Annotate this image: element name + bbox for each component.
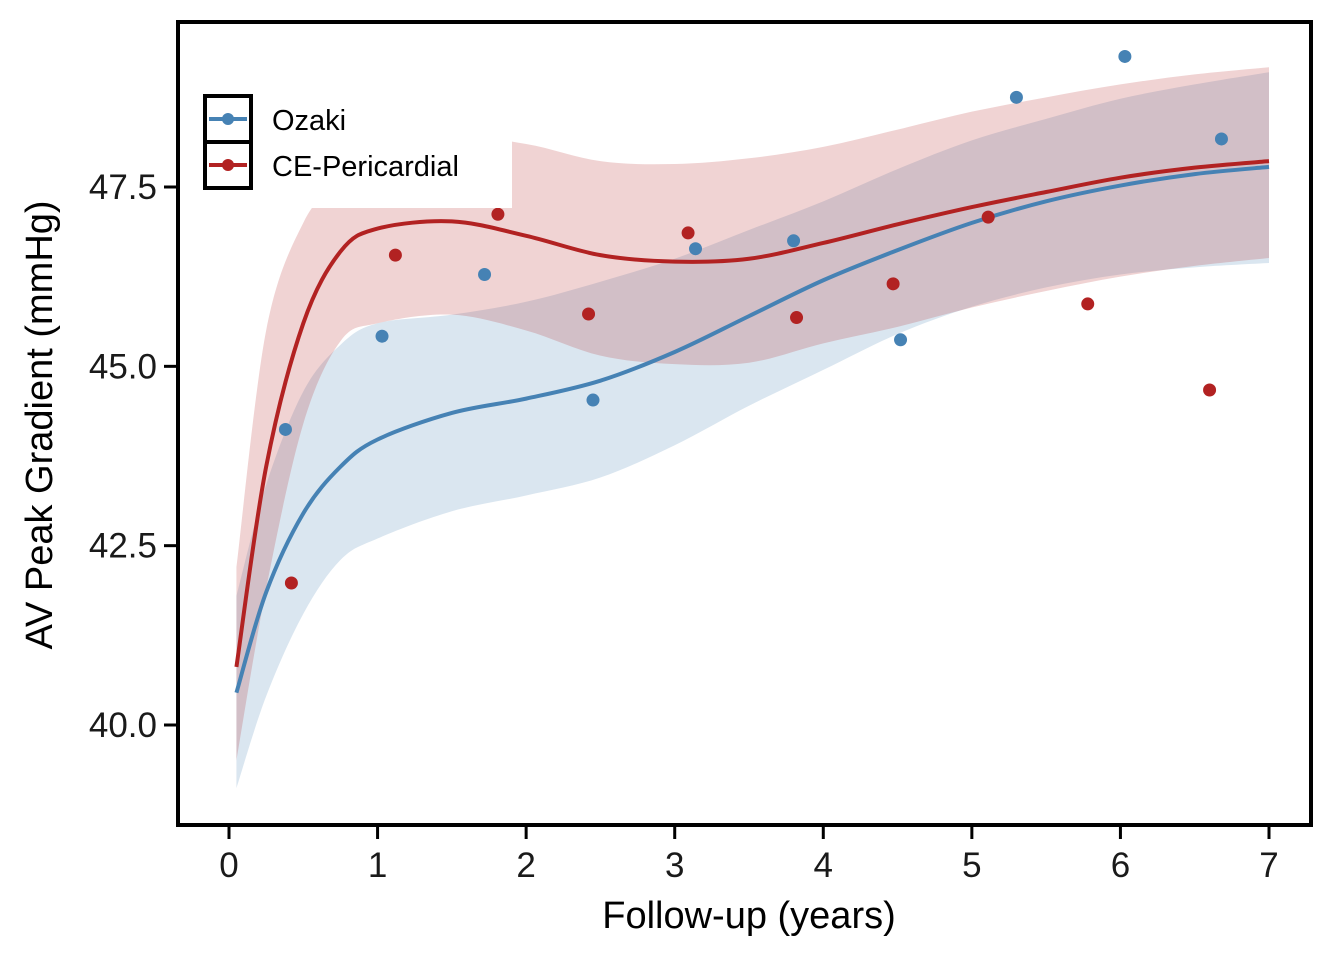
y-axis: 40.0 42.5 45.0 47.5 — [89, 168, 176, 745]
confidence-band-ozaki — [236, 72, 1269, 789]
x-axis-title: Follow-up (years) — [602, 895, 896, 937]
data-point-ozaki[interactable] — [787, 234, 801, 248]
x-tick-label: 4 — [814, 846, 833, 885]
legend-point-ce-pericardial — [222, 159, 234, 171]
confidence-bands — [236, 67, 1269, 789]
data-point-ce-pericardial[interactable] — [981, 210, 995, 224]
y-tick-label: 45.0 — [89, 347, 157, 386]
data-point-ce-pericardial[interactable] — [1203, 383, 1217, 397]
legend: Ozaki CE-Pericardial — [200, 89, 512, 208]
data-point-ozaki[interactable] — [278, 422, 292, 436]
x-tick-label: 7 — [1259, 846, 1278, 885]
x-tick-label: 1 — [368, 846, 387, 885]
smooth-lines — [234, 159, 1270, 694]
confidence-band-ce-pericardial — [236, 67, 1269, 761]
x-tick-label: 5 — [962, 846, 981, 885]
x-tick-label: 6 — [1111, 846, 1130, 885]
data-point-ce-pericardial[interactable] — [388, 248, 402, 262]
x-tick-label: 2 — [516, 846, 535, 885]
legend-label-ce-pericardial: CE-Pericardial — [272, 151, 459, 183]
data-point-ce-pericardial[interactable] — [491, 207, 505, 221]
y-tick-label: 42.5 — [89, 527, 157, 566]
data-point-ozaki[interactable] — [894, 333, 908, 347]
data-point-ce-pericardial[interactable] — [1081, 297, 1095, 311]
data-point-ozaki[interactable] — [1118, 49, 1132, 63]
data-point-ozaki[interactable] — [586, 393, 600, 407]
legend-point-ozaki — [222, 113, 234, 125]
y-axis-title: AV Peak Gradient (mmHg) — [19, 200, 61, 649]
y-tick-label: 47.5 — [89, 168, 157, 207]
legend-item-ozaki[interactable]: Ozaki — [203, 94, 346, 144]
plot-panel-border — [176, 20, 1313, 827]
data-point-ozaki[interactable] — [1214, 132, 1228, 146]
data-point-ce-pericardial[interactable] — [681, 226, 695, 240]
smooth-line-ozaki — [234, 164, 1270, 694]
data-point-ozaki[interactable] — [1009, 90, 1023, 104]
data-points — [278, 49, 1228, 590]
x-axis: 0 1 2 3 4 5 6 7 — [219, 827, 1279, 885]
data-point-ozaki[interactable] — [689, 242, 703, 256]
data-point-ce-pericardial[interactable] — [886, 277, 900, 291]
data-point-ce-pericardial[interactable] — [284, 576, 298, 590]
data-point-ozaki[interactable] — [375, 329, 389, 343]
data-point-ce-pericardial[interactable] — [582, 307, 596, 321]
x-tick-label: 0 — [219, 846, 238, 885]
y-tick-label: 40.0 — [89, 706, 157, 745]
smooth-line-ce-pericardial — [234, 159, 1270, 668]
x-tick-label: 3 — [665, 846, 684, 885]
legend-item-ce-pericardial[interactable]: CE-Pericardial — [203, 140, 459, 190]
data-point-ce-pericardial[interactable] — [790, 311, 804, 325]
data-point-ozaki[interactable] — [478, 268, 492, 282]
legend-label-ozaki: Ozaki — [272, 105, 346, 137]
